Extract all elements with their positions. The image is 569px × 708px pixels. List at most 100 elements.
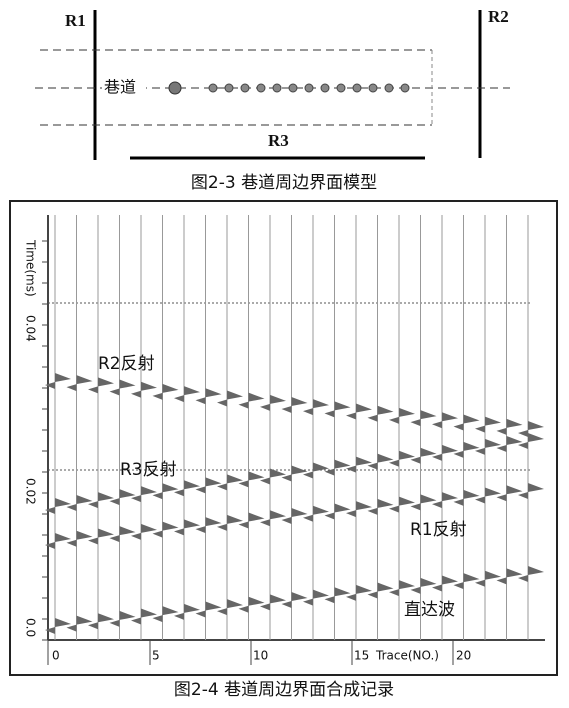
wavelet — [152, 521, 179, 538]
wavelet — [324, 401, 351, 418]
wavelet — [152, 383, 179, 400]
wavelet — [303, 462, 329, 479]
wavelet — [131, 381, 157, 398]
wavelet — [367, 498, 394, 515]
wavelet — [174, 519, 200, 536]
x-tick-label: 0 — [52, 649, 60, 663]
wavelet — [217, 599, 243, 616]
wavelet — [131, 523, 157, 540]
wavelet — [324, 459, 351, 476]
label-r3: R3 — [268, 131, 289, 150]
y-axis-label: Time(ms) — [24, 239, 38, 297]
wavelet — [453, 414, 480, 431]
wavelet — [410, 410, 437, 427]
y-tick-label: 0.0 — [24, 618, 38, 637]
wavelet — [410, 447, 437, 464]
receiver — [368, 83, 378, 93]
receiver — [384, 83, 394, 93]
wavelet — [346, 501, 372, 518]
x-tick-label: 10 — [253, 649, 268, 663]
wavelet — [131, 486, 157, 503]
receiver — [208, 83, 218, 93]
caption: 图2-4 巷道周边界面合成记录 — [174, 680, 394, 700]
wavelet — [324, 503, 351, 520]
wavelet — [346, 584, 372, 601]
receiver — [240, 83, 250, 93]
wavelet — [88, 377, 114, 394]
wavelet — [281, 508, 308, 524]
wavelet — [45, 533, 71, 549]
wavelet — [88, 492, 114, 509]
wavelet — [496, 568, 523, 585]
wavelet — [109, 489, 136, 506]
wavelet — [496, 435, 523, 452]
wavelet — [303, 399, 329, 416]
wavelet — [389, 496, 415, 513]
wavelet — [88, 613, 114, 630]
wavelet — [174, 386, 200, 403]
x-tick-label: 20 — [456, 649, 471, 663]
wavelet — [109, 526, 136, 543]
wavelet — [303, 589, 329, 606]
wavelet — [518, 483, 544, 499]
wavelet — [475, 487, 501, 504]
wavelet — [518, 566, 544, 582]
annotation: R2反射 — [98, 354, 155, 374]
x-tick-label: 5 — [152, 649, 160, 663]
wavelet — [432, 492, 458, 509]
receiver — [320, 83, 330, 93]
wavelet — [453, 441, 480, 458]
receiver — [400, 83, 410, 93]
wavelet — [45, 373, 71, 389]
wavelet — [281, 592, 308, 608]
annotation: R3反射 — [120, 460, 177, 480]
y-tick-label: 0.04 — [24, 315, 38, 342]
receiver — [352, 83, 362, 93]
wavelet — [109, 610, 136, 627]
wavelet — [346, 456, 372, 473]
wavelet — [410, 494, 437, 511]
wavelet — [45, 498, 71, 514]
wavelet — [238, 392, 265, 409]
label-tunnel: 巷道 — [104, 78, 136, 97]
wavelet — [281, 397, 308, 413]
wavelet — [195, 601, 222, 618]
wavelet — [260, 510, 286, 527]
wavelet — [195, 517, 222, 534]
wavelet — [195, 477, 222, 494]
wavelet — [260, 394, 286, 411]
annotation: 直达波 — [404, 600, 455, 620]
wavelet — [217, 474, 243, 491]
wavelet — [475, 416, 501, 433]
wavelet — [174, 603, 200, 620]
wavelet — [432, 444, 458, 461]
wavelet — [217, 514, 243, 531]
wavelet — [238, 512, 265, 529]
wavelet — [432, 575, 458, 592]
wavelet — [496, 418, 523, 435]
wavelet — [496, 485, 523, 502]
frame — [9, 200, 558, 676]
y-tick-label: 0.02 — [24, 478, 38, 505]
receiver — [224, 83, 234, 93]
receiver — [288, 83, 298, 93]
wavelet — [346, 403, 372, 420]
wavelet — [152, 606, 179, 623]
wavelet — [303, 505, 329, 522]
wavelet — [66, 375, 93, 392]
wavelet — [260, 468, 286, 485]
wavelet — [217, 390, 243, 407]
wavelet — [174, 480, 200, 497]
wavelet — [45, 618, 71, 634]
wavelet — [281, 465, 308, 482]
wavelet — [475, 570, 501, 587]
wavelet — [66, 495, 93, 512]
wavelet — [389, 450, 415, 467]
source — [168, 81, 182, 95]
wavelet — [195, 388, 222, 405]
wavelet — [131, 608, 157, 625]
wavelet — [432, 412, 458, 429]
wavelet — [109, 379, 136, 396]
x-tick-label: 15 — [354, 649, 369, 663]
